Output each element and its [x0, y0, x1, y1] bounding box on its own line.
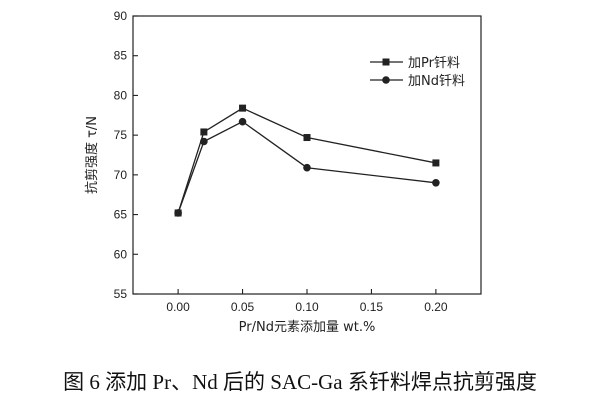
data-point-circle	[174, 209, 182, 217]
data-point-circle	[238, 117, 247, 126]
series-line-pr	[177, 107, 437, 214]
y-tick-label: 70	[114, 168, 128, 182]
x-tick-label: 0.00	[166, 300, 190, 314]
legend-label-pr: 加Pr钎料	[408, 56, 460, 71]
data-point-circle	[200, 137, 208, 146]
legend-circle-marker	[382, 76, 390, 84]
y-tick-label: 65	[114, 208, 128, 222]
x-tick-label: 0.15	[360, 300, 384, 314]
y-tick-label: 75	[114, 128, 128, 142]
y-tick-label: 60	[114, 247, 128, 261]
legend-square-marker	[382, 58, 390, 66]
shear-strength-chart: 55 60 65 70 75 80 85 90 0.00 0.05 0.10 0.15 0.20 抗剪…	[84, 9, 482, 335]
series-layer	[174, 104, 440, 217]
y-axis-label: 抗剪强度 τ/N	[84, 116, 100, 194]
x-axis-label: Pr/Nd元素添加量 wt.%	[239, 320, 376, 335]
x-tick-label: 0.05	[231, 300, 255, 314]
legend-entry-pr: 加Pr钎料	[370, 56, 460, 71]
data-point-circle	[432, 179, 440, 187]
figure-caption: 图 6 添加 Pr、Nd 后的 SAC-Ga 系钎料焊点抗剪强度	[63, 370, 537, 394]
data-point-circle	[303, 163, 311, 172]
data-point-square	[432, 159, 440, 167]
data-point-square	[200, 128, 208, 136]
y-tick-label: 90	[114, 9, 128, 23]
legend: 加Pr钎料 加Nd钎料	[370, 56, 465, 89]
legend-entry-nd: 加Nd钎料	[370, 74, 465, 89]
y-tick-label: 85	[114, 49, 128, 63]
x-tick-label: 0.20	[424, 300, 448, 314]
y-tick-label: 80	[114, 88, 128, 102]
y-tick-label: 55	[114, 287, 128, 301]
x-tick-label: 0.10	[295, 300, 319, 314]
data-point-square	[303, 134, 311, 142]
data-point-square	[239, 104, 247, 112]
x-axis-ticks: 0.00 0.05 0.10 0.15 0.20	[166, 289, 448, 314]
legend-label-nd: 加Nd钎料	[408, 74, 465, 89]
y-axis-ticks: 55 60 65 70 75 80 85 90	[114, 9, 138, 301]
